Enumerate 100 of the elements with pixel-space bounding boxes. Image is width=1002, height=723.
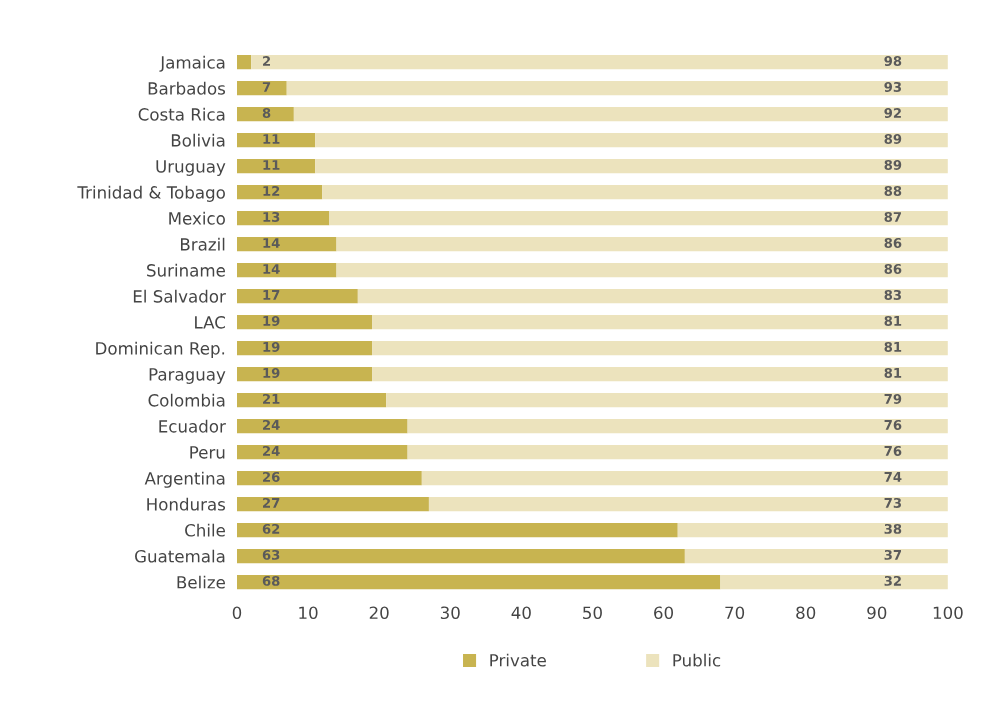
x-tick-label: 0 bbox=[232, 606, 242, 620]
bar bbox=[236, 236, 337, 252]
y-tick-label: Chile bbox=[185, 523, 225, 537]
bar bbox=[236, 548, 685, 564]
data-label: 76 bbox=[884, 445, 902, 456]
x-tick-label: 60 bbox=[654, 606, 674, 620]
bar bbox=[236, 262, 337, 278]
legend-label: Private bbox=[490, 653, 546, 667]
data-label: 14 bbox=[263, 264, 280, 274]
y-tick-label: Guatemala bbox=[135, 549, 225, 563]
x-tick-label: 10 bbox=[299, 606, 318, 620]
data-label: 11 bbox=[263, 134, 280, 144]
data-label: 12 bbox=[263, 185, 280, 196]
bar bbox=[372, 314, 948, 330]
bar bbox=[236, 496, 429, 512]
bar bbox=[428, 496, 948, 512]
data-label: 37 bbox=[884, 549, 902, 560]
y-tick-label: Paraguay bbox=[149, 368, 226, 384]
y-tick-label: Brazil bbox=[180, 237, 225, 251]
bar bbox=[236, 288, 358, 304]
y-tick-label: Bolivia bbox=[171, 133, 225, 147]
bar bbox=[372, 340, 948, 356]
bar bbox=[372, 366, 948, 382]
bar bbox=[336, 262, 948, 278]
data-label: 11 bbox=[263, 160, 280, 170]
data-label: 81 bbox=[884, 341, 902, 352]
data-label: 63 bbox=[262, 549, 280, 560]
data-label: 2 bbox=[263, 56, 271, 66]
data-label: 92 bbox=[884, 108, 901, 118]
bar bbox=[336, 236, 948, 252]
bar bbox=[407, 418, 948, 434]
y-tick-label: Colombia bbox=[148, 393, 225, 407]
data-label: 19 bbox=[263, 367, 280, 378]
bar bbox=[236, 107, 294, 122]
data-label: 83 bbox=[884, 289, 902, 300]
y-tick-label: Uruguay bbox=[156, 160, 226, 176]
data-label: 62 bbox=[262, 523, 280, 534]
bar bbox=[315, 158, 948, 174]
bar bbox=[293, 107, 948, 122]
bar bbox=[236, 81, 287, 96]
bar bbox=[720, 574, 948, 590]
data-label: 38 bbox=[884, 523, 902, 534]
data-label: 27 bbox=[263, 497, 280, 508]
x-tick-label: 30 bbox=[440, 606, 460, 620]
bar bbox=[407, 444, 948, 460]
legend-label: Public bbox=[673, 653, 721, 667]
bar bbox=[236, 366, 373, 382]
y-tick-label: LAC bbox=[195, 316, 225, 329]
bar bbox=[286, 81, 948, 96]
y-tick-label: Argentina bbox=[144, 471, 225, 488]
y-tick-label: Trinidad & Tobago bbox=[77, 185, 225, 202]
bar bbox=[236, 418, 408, 434]
bar bbox=[357, 288, 948, 304]
y-tick-label: Peru bbox=[190, 446, 225, 459]
bar bbox=[236, 314, 373, 330]
data-label: 14 bbox=[263, 238, 280, 248]
data-label: 88 bbox=[884, 185, 902, 196]
data-label: 98 bbox=[884, 56, 902, 66]
data-label: 89 bbox=[884, 133, 902, 144]
data-label: 32 bbox=[884, 575, 901, 586]
data-label: 81 bbox=[884, 367, 902, 378]
bar bbox=[322, 184, 948, 200]
bar bbox=[236, 340, 373, 356]
data-label: 81 bbox=[884, 315, 902, 326]
bar bbox=[236, 210, 330, 226]
data-label: 89 bbox=[884, 159, 902, 170]
data-label: 86 bbox=[884, 237, 902, 248]
data-label: 73 bbox=[884, 497, 902, 508]
data-label: 8 bbox=[262, 108, 271, 118]
bar bbox=[677, 522, 948, 538]
bar bbox=[236, 158, 316, 174]
bar bbox=[386, 392, 948, 408]
data-label: 87 bbox=[884, 211, 902, 222]
y-tick-label: Mexico bbox=[169, 211, 225, 225]
bar bbox=[236, 574, 721, 590]
bar bbox=[236, 392, 387, 408]
data-label: 21 bbox=[263, 393, 280, 404]
bar bbox=[236, 444, 408, 460]
data-label: 24 bbox=[263, 419, 280, 430]
data-label: 7 bbox=[262, 82, 271, 92]
data-label: 13 bbox=[263, 211, 280, 222]
data-label: 93 bbox=[884, 82, 902, 92]
data-label: 76 bbox=[884, 419, 902, 430]
bar bbox=[236, 55, 252, 70]
y-tick-label: Honduras bbox=[147, 497, 226, 511]
x-tick-label: 100 bbox=[933, 606, 963, 620]
bar bbox=[315, 132, 948, 148]
y-tick-label: Suriname bbox=[147, 263, 225, 277]
bar bbox=[251, 55, 948, 70]
bar bbox=[329, 210, 948, 226]
bar bbox=[236, 132, 316, 148]
x-tick-label: 70 bbox=[725, 606, 745, 620]
data-label: 74 bbox=[884, 472, 902, 482]
y-tick-label: Belize bbox=[177, 575, 225, 589]
y-tick-label: El Salvador bbox=[133, 289, 226, 303]
x-tick-label: 40 bbox=[511, 606, 531, 620]
y-tick-label: Barbados bbox=[148, 81, 226, 95]
data-label: 26 bbox=[263, 471, 280, 482]
y-tick-label: Costa Rica bbox=[138, 107, 225, 121]
bar bbox=[236, 470, 422, 486]
